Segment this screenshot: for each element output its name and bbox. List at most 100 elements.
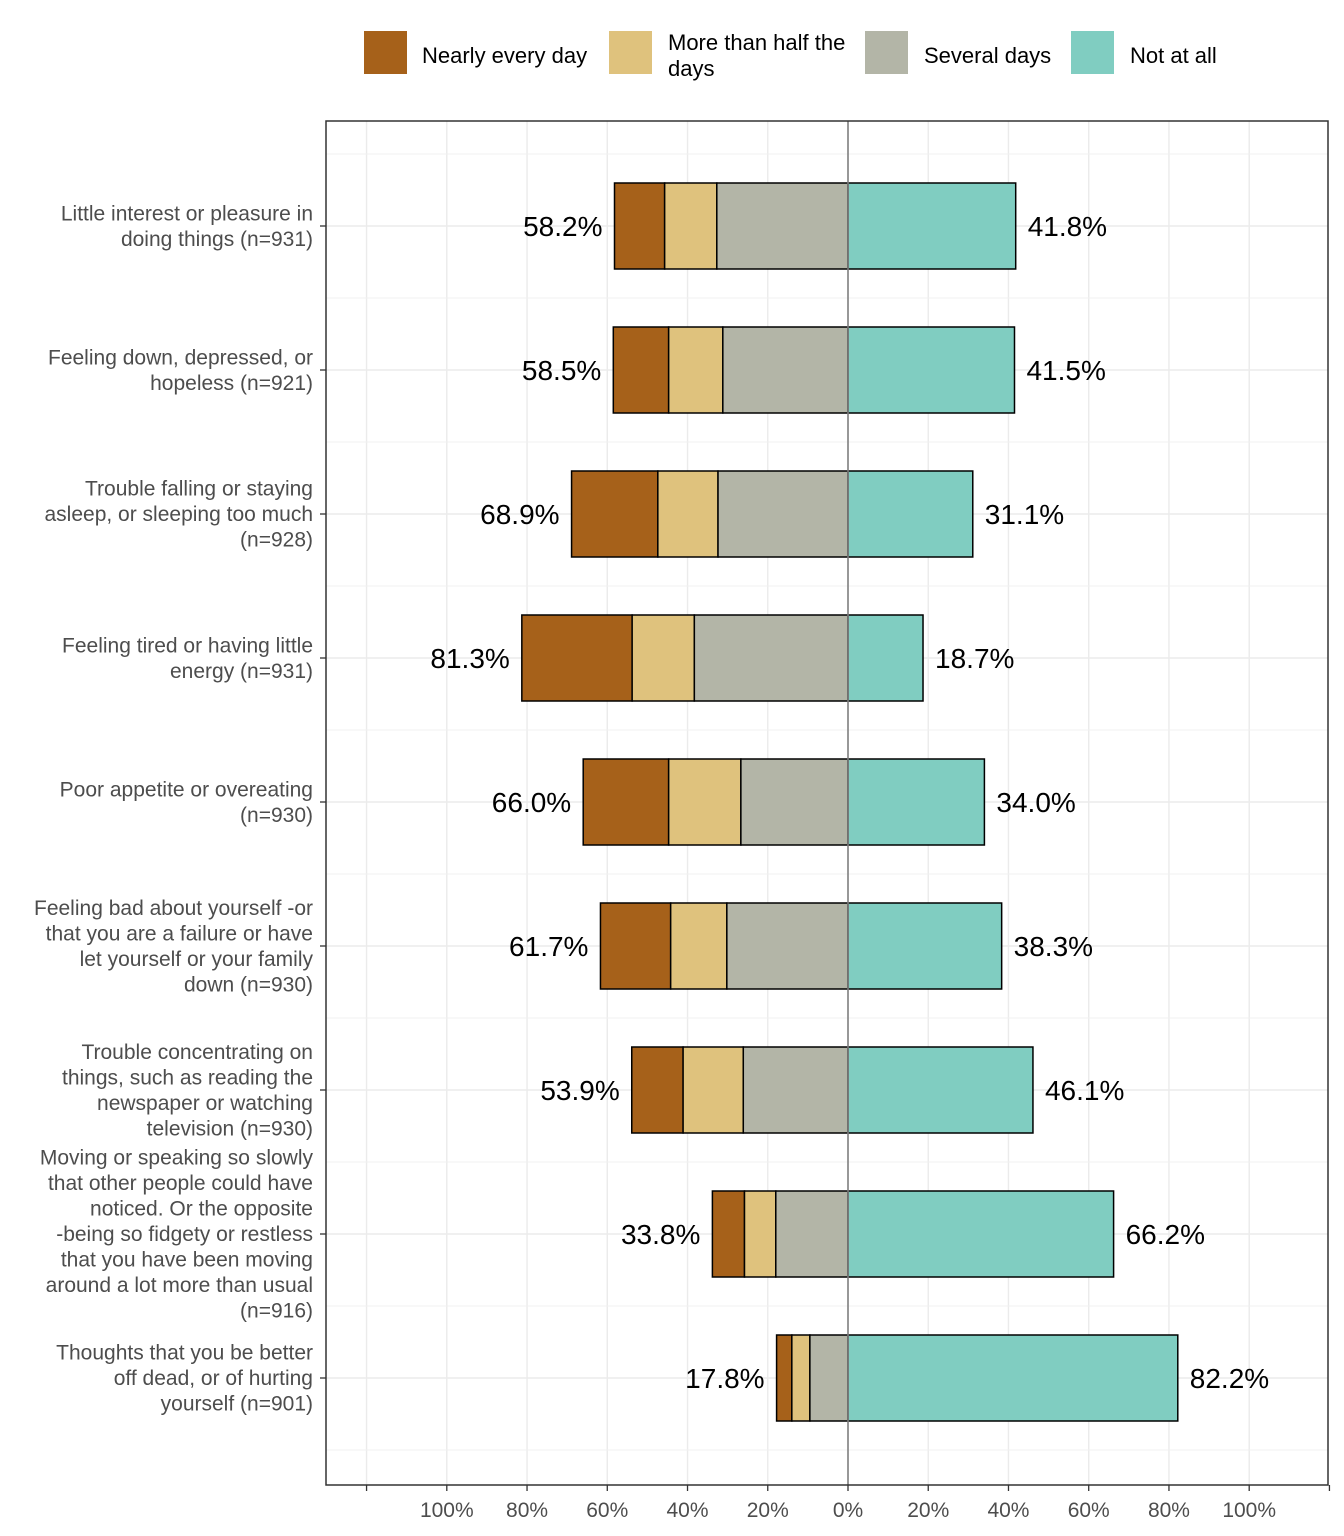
left-value-label: 68.9%: [480, 499, 559, 530]
bar-segment-more-than-half-the-days: [667, 758, 742, 846]
y-axis-category-label-line: things, such as reading the: [62, 1066, 313, 1089]
x-axis-tick-label: 100%: [420, 1499, 474, 1522]
bar-segment-several-days: [809, 1334, 849, 1422]
y-axis-category-label-line: Trouble concentrating on: [81, 1041, 313, 1064]
y-axis-category-label-line: Trouble falling or staying: [85, 478, 313, 501]
bar-segment-not-at-all: [847, 326, 1016, 414]
left-value-label: 58.2%: [523, 211, 602, 242]
bar-segment-not-at-all: [847, 182, 1017, 270]
y-axis-category-label-line: (n=930): [240, 804, 313, 827]
y-axis-category-label-line: yourself (n=901): [161, 1393, 313, 1416]
y-axis-category-label-line: that you are a failure or have: [46, 922, 313, 945]
legend-entry-label: More than half the days: [668, 30, 845, 81]
bar-segment-not-at-all: [847, 1334, 1179, 1422]
y-axis-category-label-line: Poor appetite or overeating: [60, 778, 313, 801]
right-value-label: 82.2%: [1190, 1363, 1269, 1394]
right-value-label: 66.2%: [1126, 1219, 1205, 1250]
left-value-label: 61.7%: [509, 931, 588, 962]
y-axis-category-label: Little interest or pleasure in doing thin…: [61, 202, 313, 251]
left-value-label: 58.5%: [522, 355, 601, 386]
legend-key-swatch: [364, 31, 407, 74]
y-axis-category-label: Poor appetite or overeating (n=930): [60, 778, 313, 827]
y-axis-category-label-line: off dead, or of hurting: [114, 1367, 313, 1390]
x-axis-tick-label: 0%: [833, 1499, 863, 1522]
left-value-label: 66.0%: [492, 787, 571, 818]
y-axis-category-label: Moving or speaking so slowly that other p…: [40, 1147, 314, 1323]
y-axis-category-label: Thoughts that you be better off dead, or …: [56, 1342, 313, 1416]
y-axis-category-label: Trouble concentrating on things, such as …: [62, 1041, 313, 1141]
y-axis-category-label-line: (n=916): [240, 1300, 313, 1323]
bar-segment-several-days: [717, 470, 849, 558]
bar-segment-several-days: [740, 758, 849, 846]
bar-segment-several-days: [775, 1190, 849, 1278]
bar-segment-more-than-half-the-days: [682, 1046, 745, 1134]
y-axis-category-label-line: (n=928): [240, 529, 313, 552]
bar-segment-more-than-half-the-days: [791, 1334, 811, 1422]
y-axis-category-label-line: Little interest or pleasure in: [61, 202, 313, 225]
x-axis-tick-label: 60%: [586, 1499, 628, 1522]
x-axis-tick-label: 20%: [747, 1499, 789, 1522]
legend-entry-label-line: Nearly every day: [422, 43, 587, 68]
y-axis-category-label-line: newspaper or watching: [97, 1092, 313, 1115]
bar-segment-not-at-all: [847, 1190, 1115, 1278]
y-axis-category-label: Feeling bad about yourself -or that you a…: [34, 897, 313, 997]
right-value-label: 38.3%: [1014, 931, 1093, 962]
y-axis-category-label-line: hopeless (n=921): [150, 372, 313, 395]
bar-segment-nearly-every-day: [711, 1190, 746, 1278]
bar-segment-nearly-every-day: [775, 1334, 793, 1422]
bar-segment-not-at-all: [847, 758, 986, 846]
legend-key-swatch: [865, 31, 908, 74]
y-axis-category-label-line: noticed. Or the opposite: [90, 1198, 313, 1221]
bar-segment-several-days: [726, 902, 849, 990]
x-axis-tick-label: 20%: [907, 1499, 949, 1522]
legend-key-swatch: [1071, 31, 1114, 74]
y-axis-category-label-line: -being so fidgety or restless: [56, 1223, 313, 1246]
right-value-label: 46.1%: [1045, 1075, 1124, 1106]
x-axis-tick-label: 80%: [1148, 1499, 1190, 1522]
bar-segment-more-than-half-the-days: [743, 1190, 777, 1278]
right-value-label: 31.1%: [985, 499, 1064, 530]
left-value-label: 53.9%: [540, 1075, 619, 1106]
y-axis-category-label-line: Feeling down, depressed, or: [48, 346, 313, 369]
y-axis-category-label-line: energy (n=931): [170, 660, 313, 683]
bar-segment-not-at-all: [847, 614, 924, 702]
bar-segment-nearly-every-day: [631, 1046, 684, 1134]
x-axis-tick-label: 40%: [987, 1499, 1029, 1522]
plot-border: [325, 120, 1329, 1486]
legend-entry-label-line: Several days: [924, 43, 1051, 68]
legend-key-swatch: [609, 31, 652, 74]
bar-segment-not-at-all: [847, 470, 974, 558]
bar-segment-nearly-every-day: [613, 182, 666, 270]
y-axis-category-label: Feeling tired or having little energy (n=…: [62, 634, 313, 683]
left-value-label: 33.8%: [621, 1219, 700, 1250]
bar-segment-nearly-every-day: [570, 470, 659, 558]
bar-segment-more-than-half-the-days: [631, 614, 696, 702]
y-axis-category-label-line: doing things (n=931): [121, 228, 313, 251]
y-axis-category-label: Trouble falling or staying asleep, or sle…: [45, 478, 314, 552]
legend-entry-label: Several days: [924, 43, 1051, 68]
x-axis-tick-label: 80%: [506, 1499, 548, 1522]
bar-segment-more-than-half-the-days: [663, 182, 718, 270]
y-axis-category-label-line: around a lot more than usual: [46, 1274, 313, 1297]
bar-segment-more-than-half-the-days: [667, 326, 724, 414]
right-value-label: 41.8%: [1028, 211, 1107, 242]
y-axis-category-label-line: Moving or speaking so slowly: [40, 1147, 314, 1170]
y-axis-category-label-line: television (n=930): [147, 1117, 313, 1140]
left-value-label: 81.3%: [430, 643, 509, 674]
legend-entry-label-line: days: [668, 56, 714, 81]
right-value-label: 41.5%: [1026, 355, 1105, 386]
y-axis-category-label-line: down (n=930): [184, 973, 313, 996]
bar-segment-several-days: [716, 182, 849, 270]
y-axis-category-label-line: asleep, or sleeping too much: [45, 503, 314, 526]
bar-segment-nearly-every-day: [612, 326, 670, 414]
y-axis-category-label-line: Feeling bad about yourself -or: [34, 897, 313, 920]
bar-segment-several-days: [693, 614, 849, 702]
right-value-label: 34.0%: [996, 787, 1075, 818]
bar-segment-more-than-half-the-days: [657, 470, 719, 558]
legend-entry-label-line: Not at all: [1130, 43, 1217, 68]
bar-segment-nearly-every-day: [521, 614, 633, 702]
right-value-label: 18.7%: [935, 643, 1014, 674]
bar-segment-several-days: [722, 326, 849, 414]
